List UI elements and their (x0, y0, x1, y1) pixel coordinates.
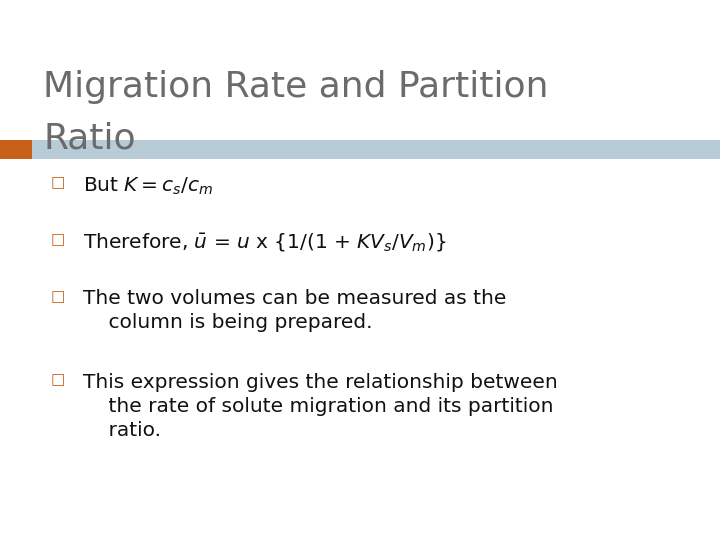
Text: Ratio: Ratio (43, 122, 136, 156)
Text: But $K = c_s/c_m$: But $K = c_s/c_m$ (83, 176, 213, 197)
Text: □: □ (50, 232, 65, 247)
Text: □: □ (50, 373, 65, 388)
Text: Migration Rate and Partition: Migration Rate and Partition (43, 70, 549, 104)
Text: Therefore, $\bar{u}$ = $u$ x {1/(1 + $KV_s/V_m$)}: Therefore, $\bar{u}$ = $u$ x {1/(1 + $KV… (83, 232, 446, 254)
Text: The two volumes can be measured as the
    column is being prepared.: The two volumes can be measured as the c… (83, 289, 506, 332)
Text: This expression gives the relationship between
    the rate of solute migration : This expression gives the relationship b… (83, 373, 557, 440)
Text: □: □ (50, 289, 65, 304)
Text: □: □ (50, 176, 65, 191)
